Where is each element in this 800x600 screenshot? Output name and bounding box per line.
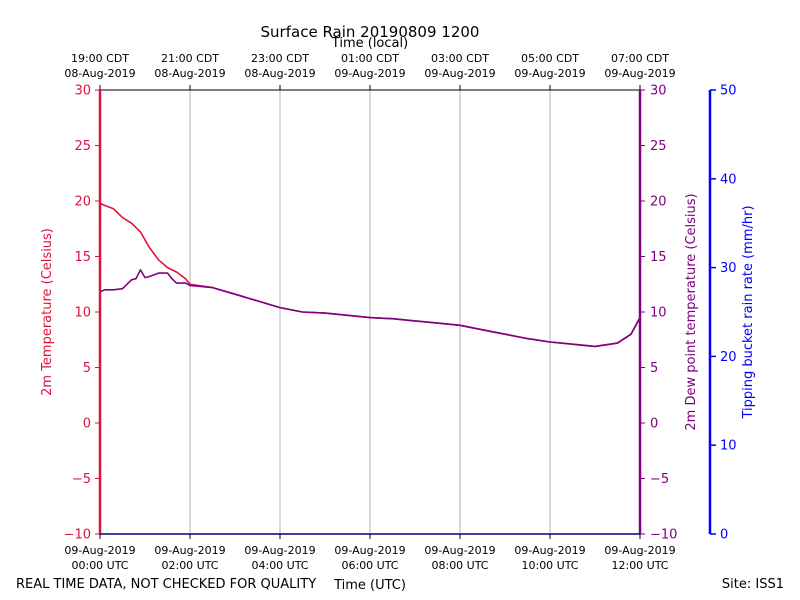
grid-lines (189, 90, 551, 534)
site-label: Site: ISS1 (722, 577, 784, 592)
y-tick-label-left: 5 (83, 361, 91, 376)
axes-layer: −10 −10 −5 −5 0 0 5 5 10 10 15 15 20 20 25 25 30 30 0 10 20 3… (64, 52, 737, 572)
x-tick-label-time: 12:00 UTC (611, 559, 668, 572)
top-tick-label-date: 08-Aug-2019 (154, 67, 225, 80)
rain-tick-label: 40 (720, 172, 737, 187)
y-tick-label-right: 10 (650, 306, 667, 321)
y-tick-label-left: 15 (74, 250, 91, 265)
x-tick-label-date: 09-Aug-2019 (604, 544, 675, 557)
rain-tick-label: 30 (720, 261, 737, 276)
top-tick-label-date: 08-Aug-2019 (244, 67, 315, 80)
top-tick-label-time: 21:00 CDT (161, 52, 219, 65)
x-axis-label: Time (UTC) (333, 578, 406, 593)
x-tick-label-time: 08:00 UTC (431, 559, 488, 572)
y-tick-label-right: −10 (650, 528, 677, 543)
x-tick-label-date: 09-Aug-2019 (424, 544, 495, 557)
y-tick-label-right: 20 (650, 195, 667, 210)
y-tick-label-right: 15 (650, 250, 667, 265)
x-tick-label-date: 09-Aug-2019 (334, 544, 405, 557)
dewpoint-line (99, 268, 641, 348)
top-tick-label-time: 07:00 CDT (611, 52, 669, 65)
rain-tick-label: 20 (720, 350, 737, 365)
top-tick-label-date: 09-Aug-2019 (424, 67, 495, 80)
series-layer (99, 202, 641, 348)
y-tick-label-right: 30 (650, 84, 667, 99)
y-tick-label-left: 20 (74, 195, 91, 210)
y-tick-label-right: 0 (650, 417, 658, 432)
top-tick-label-time: 03:00 CDT (431, 52, 489, 65)
y-tick-label-left: 10 (74, 306, 91, 321)
y-axis-label-rain: Tipping bucket rain rate (mm/hr) (741, 205, 756, 419)
y-tick-label-left: 30 (74, 84, 91, 99)
top-axis-label: Time (local) (331, 36, 408, 51)
x-tick-label-time: 00:00 UTC (71, 559, 128, 572)
top-tick-label-time: 19:00 CDT (71, 52, 129, 65)
rain-tick-label: 10 (720, 439, 737, 454)
top-tick-label-date: 08-Aug-2019 (64, 67, 135, 80)
top-tick-label-date: 09-Aug-2019 (514, 67, 585, 80)
x-tick-label-time: 06:00 UTC (341, 559, 398, 572)
rain-tick-label: 0 (720, 528, 728, 543)
top-tick-label-time: 01:00 CDT (341, 52, 399, 65)
x-tick-label-date: 09-Aug-2019 (64, 544, 135, 557)
top-tick-label-date: 09-Aug-2019 (334, 67, 405, 80)
rain-tick-label: 50 (720, 84, 737, 99)
chart-title: Surface Rain 20190809 1200 (261, 23, 480, 41)
x-tick-label-date: 09-Aug-2019 (514, 544, 585, 557)
y-tick-label-left: 25 (74, 139, 91, 154)
x-tick-label-date: 09-Aug-2019 (154, 544, 225, 557)
x-tick-label-time: 10:00 UTC (521, 559, 578, 572)
x-tick-label-time: 02:00 UTC (161, 559, 218, 572)
quality-disclaimer: REAL TIME DATA, NOT CHECKED FOR QUALITY (16, 577, 316, 592)
y-tick-label-left: −5 (72, 472, 91, 487)
y-tick-label-right: 5 (650, 361, 658, 376)
y-tick-label-right: 25 (650, 139, 667, 154)
y-tick-label-left: −10 (64, 528, 91, 543)
top-tick-label-date: 09-Aug-2019 (604, 67, 675, 80)
x-tick-label-time: 04:00 UTC (251, 559, 308, 572)
y-axis-label-right: 2m Dew point temperature (Celsius) (684, 193, 699, 430)
top-tick-label-time: 05:00 CDT (521, 52, 579, 65)
top-tick-label-time: 23:00 CDT (251, 52, 309, 65)
y-axis-label-left: 2m Temperature (Celsius) (40, 228, 55, 396)
x-tick-label-date: 09-Aug-2019 (244, 544, 315, 557)
y-tick-label-left: 0 (83, 417, 91, 432)
y-tick-label-right: −5 (650, 472, 669, 487)
